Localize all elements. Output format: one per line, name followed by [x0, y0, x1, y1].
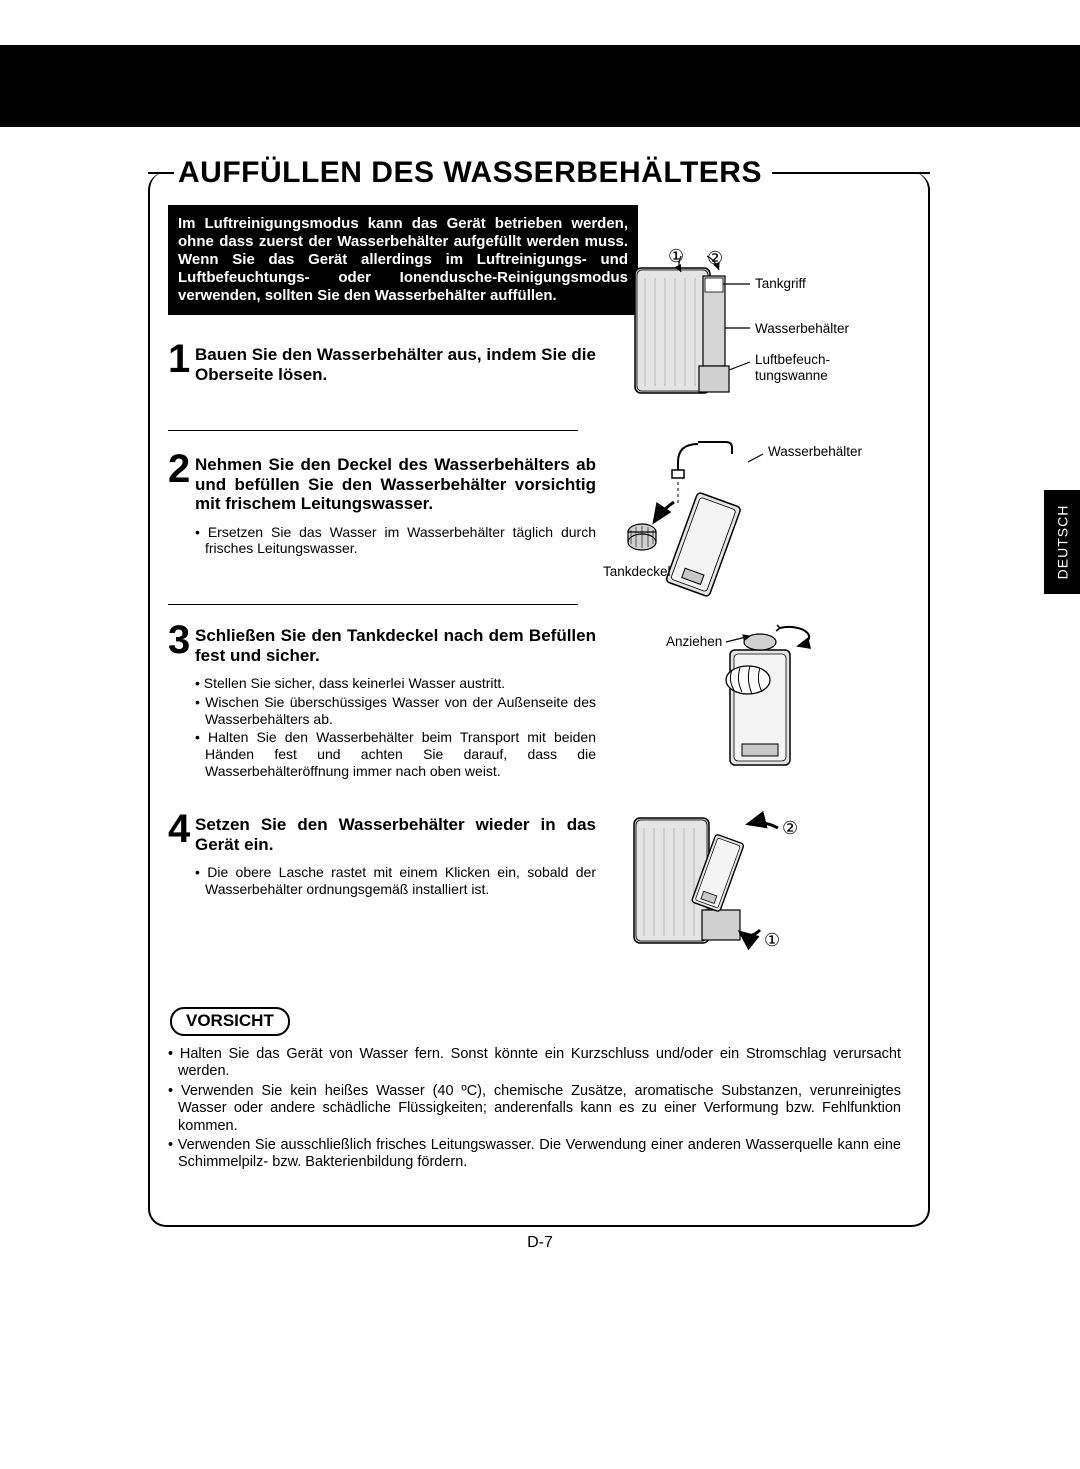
step-3-num: 3: [168, 618, 190, 663]
vorsicht-body: Halten Sie das Gerät von Wasser fern. So…: [168, 1046, 901, 1174]
diagram3-label-anziehen: Anziehen: [666, 634, 722, 650]
step-4-bullet-0: Die obere Lasche rastet mit einem Klicke…: [195, 864, 596, 898]
diagram1-label-tankgriff: Tankgriff: [755, 276, 806, 292]
step-4-num: 4: [168, 807, 190, 852]
language-tab: DEUTSCH: [1044, 490, 1080, 594]
step-2-body: Ersetzen Sie das Wasser im Wasserbehälte…: [195, 524, 596, 558]
step-2-num: 2: [168, 447, 190, 492]
diagram-3: Anziehen: [650, 616, 900, 786]
diagram1-label-lw: Luftbefeuch- tungswanne: [755, 352, 830, 383]
diagram-4: ② ①: [614, 800, 894, 960]
step-3: 3 Schließen Sie den Tankdeckel nach dem …: [168, 626, 596, 782]
step-3-bullet-1: Wischen Sie überschüssiges Wasser von de…: [195, 694, 596, 728]
vorsicht-bullet-2: Verwenden Sie ausschließlich frisches Le…: [168, 1137, 901, 1172]
diagram2-label-td: Tankdeckel: [603, 564, 671, 580]
step-1: 1 Bauen Sie den Wasserbehälter aus, inde…: [168, 345, 596, 384]
step-4: 4 Setzen Sie den Wasserbehälter wieder i…: [168, 815, 596, 900]
diagram1-num1: ①: [668, 246, 684, 267]
diagram4-num1: ①: [764, 930, 780, 951]
divider-2: [168, 604, 578, 605]
section-title: AUFFÜLLEN DES WASSERBEHÄLTERS: [178, 156, 768, 190]
diagram4-num2: ②: [782, 818, 798, 839]
page-number: D-7: [0, 1234, 1080, 1252]
step-1-num: 1: [168, 337, 190, 382]
step-3-title: Schließen Sie den Tankdeckel nach dem Be…: [195, 626, 596, 665]
top-black-bar: [0, 45, 1080, 127]
step-3-bullet-0: Stellen Sie sicher, dass keinerlei Wasse…: [195, 675, 596, 692]
step-2-bullet-0: Ersetzen Sie das Wasser im Wasserbehälte…: [195, 524, 596, 558]
step-3-body: Stellen Sie sicher, dass keinerlei Wasse…: [195, 675, 596, 780]
diagram-2: Wasserbehälter Tankdeckel: [598, 432, 908, 602]
diagram2-label-wb: Wasserbehälter: [768, 444, 862, 460]
step-1-title: Bauen Sie den Wasserbehälter aus, indem …: [195, 345, 596, 384]
step-2: 2 Nehmen Sie den Deckel des Wasserbehält…: [168, 455, 596, 559]
step-4-title: Setzen Sie den Wasserbehälter wieder in …: [195, 815, 596, 854]
diagram1-num2: ②: [707, 248, 723, 269]
diagram-1: ① ② Tankgriff Wasserbehälter Luftbefeuch…: [615, 248, 915, 408]
step-4-body: Die obere Lasche rastet mit einem Klicke…: [195, 864, 596, 898]
language-tab-label: DEUTSCH: [1054, 505, 1070, 580]
box-top-left-line: [148, 172, 174, 174]
divider-1: [168, 430, 578, 431]
vorsicht-bullet-0: Halten Sie das Gerät von Wasser fern. So…: [168, 1046, 901, 1081]
box-top-right-line: [772, 172, 930, 174]
vorsicht-bullet-1: Verwenden Sie kein heißes Wasser (40 ºC)…: [168, 1083, 901, 1135]
vorsicht-label: VORSICHT: [170, 1007, 290, 1036]
step-3-bullet-2: Halten Sie den Wasserbehälter beim Trans…: [195, 729, 596, 779]
intro-block: Im Luftreinigungsmodus kann das Gerät be…: [168, 205, 638, 315]
step-2-title: Nehmen Sie den Deckel des Wasserbehälter…: [195, 455, 596, 514]
diagram1-label-wb: Wasserbehälter: [755, 321, 849, 337]
